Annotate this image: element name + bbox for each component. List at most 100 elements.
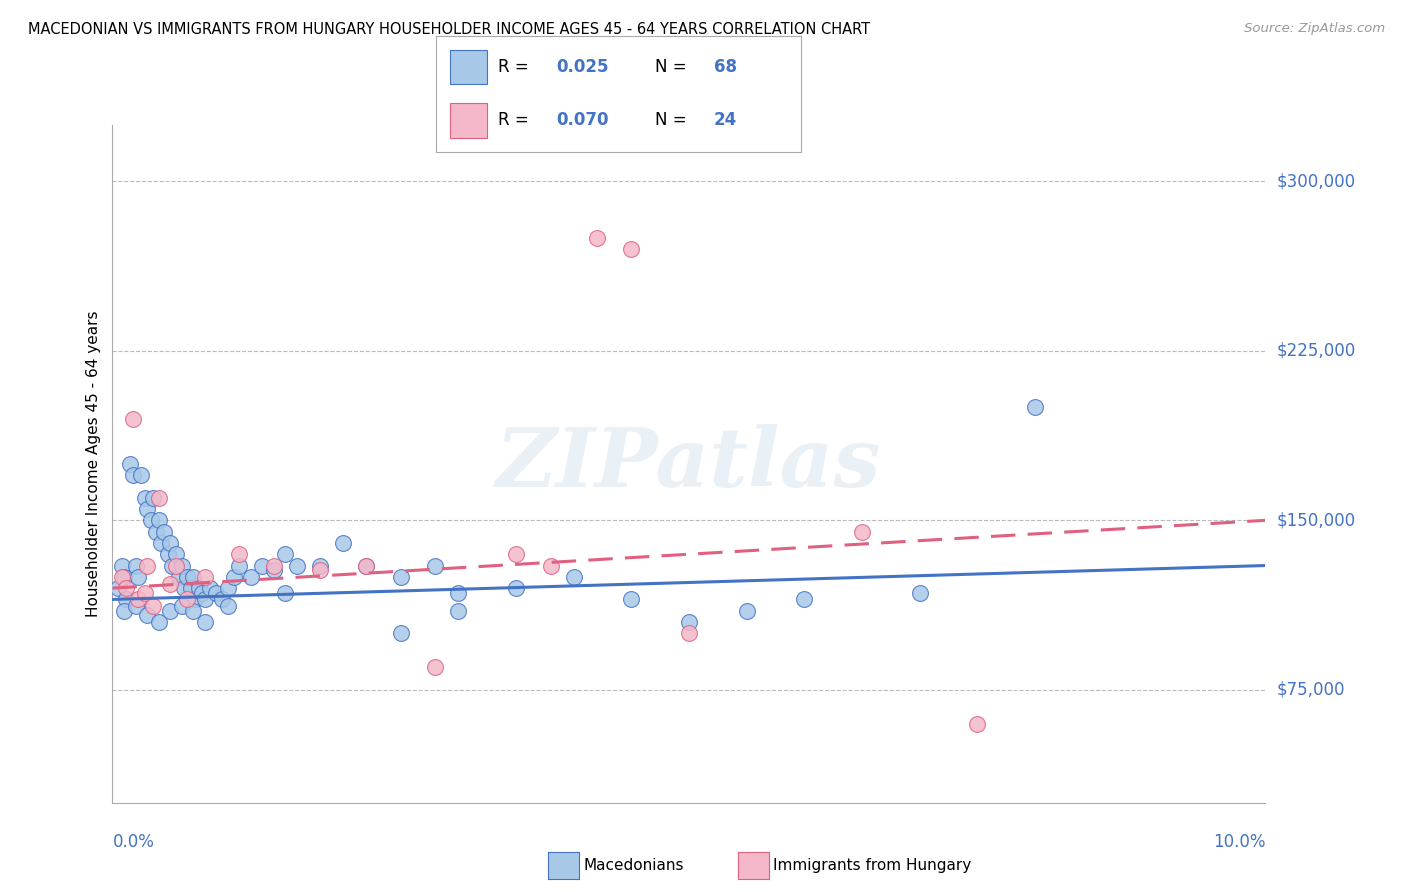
Point: [194, 570, 217, 584]
Point: [263, 558, 285, 573]
Text: Macedonians: Macedonians: [583, 858, 683, 872]
Point: [908, 585, 931, 599]
Point: [122, 468, 145, 483]
Point: [112, 604, 135, 618]
Point: [425, 558, 447, 573]
Point: [136, 502, 159, 516]
Text: 0.025: 0.025: [557, 58, 609, 76]
Point: [180, 581, 202, 595]
Point: [136, 608, 159, 623]
Point: [191, 585, 214, 599]
Point: [447, 585, 470, 599]
FancyBboxPatch shape: [450, 103, 486, 137]
Text: N =: N =: [655, 58, 692, 76]
Point: [127, 570, 149, 584]
Point: [165, 558, 187, 573]
Point: [181, 604, 204, 618]
Point: [389, 570, 412, 584]
Point: [176, 570, 198, 584]
Point: [165, 547, 187, 561]
Point: [194, 592, 217, 607]
Text: Source: ZipAtlas.com: Source: ZipAtlas.com: [1244, 22, 1385, 36]
Point: [111, 558, 134, 573]
Point: [153, 524, 176, 539]
Text: 0.0%: 0.0%: [112, 833, 155, 851]
Point: [505, 581, 527, 595]
Point: [217, 581, 239, 595]
Point: [169, 570, 191, 584]
Point: [447, 604, 470, 618]
Point: [274, 547, 297, 561]
Point: [540, 558, 562, 573]
Point: [263, 563, 285, 577]
Point: [678, 615, 700, 629]
Point: [562, 570, 585, 584]
Point: [170, 558, 193, 573]
Point: [217, 599, 239, 614]
Point: [136, 558, 159, 573]
Point: [205, 585, 228, 599]
Point: [851, 524, 873, 539]
Point: [176, 592, 198, 607]
Text: $225,000: $225,000: [1277, 342, 1355, 359]
Point: [228, 547, 250, 561]
Text: Immigrants from Hungary: Immigrants from Hungary: [773, 858, 972, 872]
Point: [122, 411, 145, 425]
Text: ZIPatlas: ZIPatlas: [496, 424, 882, 504]
Point: [148, 615, 170, 629]
Point: [170, 599, 193, 614]
Point: [239, 570, 262, 584]
Point: [332, 536, 354, 550]
Point: [184, 592, 207, 607]
Text: 10.0%: 10.0%: [1213, 833, 1265, 851]
Point: [354, 558, 377, 573]
Text: $300,000: $300,000: [1277, 172, 1355, 190]
Point: [115, 592, 138, 607]
Point: [200, 581, 222, 595]
Point: [505, 547, 527, 561]
Point: [112, 570, 135, 584]
Point: [173, 581, 195, 595]
Point: [162, 558, 184, 573]
Point: [735, 604, 758, 618]
Point: [134, 491, 156, 505]
Text: R =: R =: [498, 112, 534, 129]
Point: [389, 626, 412, 640]
Point: [111, 570, 134, 584]
Point: [159, 576, 181, 591]
Point: [222, 570, 245, 584]
Point: [1024, 401, 1046, 415]
Text: 24: 24: [714, 112, 737, 129]
Point: [149, 536, 172, 550]
Point: [425, 660, 447, 674]
Point: [134, 585, 156, 599]
Text: 0.070: 0.070: [557, 112, 609, 129]
Point: [252, 558, 274, 573]
Point: [194, 615, 217, 629]
Point: [124, 599, 146, 614]
Point: [159, 604, 181, 618]
Point: [188, 581, 211, 595]
Point: [354, 558, 377, 573]
Y-axis label: Householder Income Ages 45 - 64 years: Householder Income Ages 45 - 64 years: [86, 310, 101, 617]
Point: [309, 563, 332, 577]
Point: [620, 242, 643, 256]
Point: [145, 524, 167, 539]
Point: [115, 581, 138, 595]
Point: [159, 536, 181, 550]
Point: [129, 468, 153, 483]
Point: [142, 599, 165, 614]
Point: [127, 592, 149, 607]
Text: R =: R =: [498, 58, 534, 76]
Point: [228, 558, 250, 573]
Point: [966, 716, 988, 731]
Point: [156, 547, 179, 561]
FancyBboxPatch shape: [450, 50, 486, 85]
Text: MACEDONIAN VS IMMIGRANTS FROM HUNGARY HOUSEHOLDER INCOME AGES 45 - 64 YEARS CORR: MACEDONIAN VS IMMIGRANTS FROM HUNGARY HO…: [28, 22, 870, 37]
Text: 68: 68: [714, 58, 737, 76]
Point: [274, 585, 297, 599]
Point: [211, 592, 233, 607]
Point: [620, 592, 643, 607]
Point: [309, 558, 332, 573]
Point: [124, 558, 146, 573]
